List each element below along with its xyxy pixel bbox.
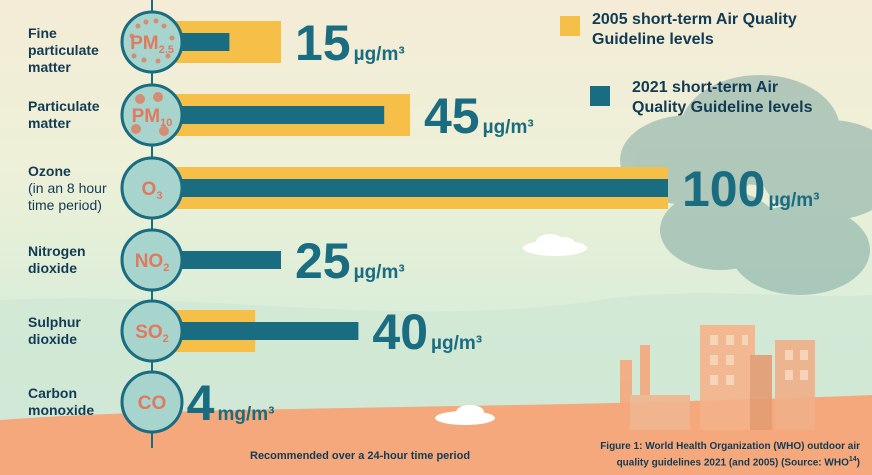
caption-close: ) [856,457,860,468]
legend-label-2021: 2021 short-term Air Quality Guideline le… [632,79,813,116]
category-name-4: Sulphur dioxide [28,314,81,347]
pollutant-circle-0: PM2.5 [120,10,184,74]
factory-buildings [620,325,815,430]
bar-2021-1 [152,106,385,124]
category-name-3: Nitrogen dioxide [28,243,86,276]
value-label-0: 15 µg/m³ [295,15,405,71]
category-name-5: Carbon monoxide [28,385,95,418]
category-label-2: Ozone (in an 8 hour time period) [28,163,128,214]
footer-note: Recommended over a 24-hour time period [250,450,471,462]
pollutant-circle-5: CO [120,370,184,434]
pollutant-symbol-5: CO [138,393,167,414]
caption-text: Figure 1: World Health Organization (WHO… [600,440,860,468]
pollutant-symbol-0: PM2.5 [130,33,174,56]
category-label-1: Particulate matter [28,98,128,132]
category-label-0: Fine particulate matter [28,25,128,76]
pollutant-circle-2: O3 [120,156,184,220]
value-label-5: 4 mg/m³ [187,375,275,431]
pollutant-circle-4: SO2 [120,299,184,363]
legend-label-2005: 2005 short-term Air Quality Guideline le… [592,11,797,48]
value-label-4: 40 µg/m³ [372,304,482,360]
bar-2021-3 [152,251,281,269]
category-name-1: Particulate matter [28,98,100,131]
category-subtitle-2: (in an 8 hour time period) [28,179,107,213]
figure-caption: Figure 1: World Health Organization (WHO… [590,440,860,469]
pollutant-symbol-1: PM10 [132,106,173,129]
caption-ref: 14 [848,455,857,463]
category-label-3: Nitrogen dioxide [28,243,128,277]
pollutant-symbol-2: O3 [142,179,163,202]
pollutant-circle-3: NO2 [120,228,184,292]
bar-2021-2 [152,179,668,197]
white-clouds [435,234,587,425]
category-label-4: Sulphur dioxide [28,314,128,348]
category-name-2: Ozone [28,162,71,179]
value-label-1: 45 µg/m³ [424,88,534,144]
value-label-3: 25 µg/m³ [295,233,405,289]
pollutant-symbol-3: NO2 [135,251,170,274]
bar-2021-4 [152,322,359,340]
pollutant-circle-1: PM10 [120,83,184,147]
category-name-0: Fine particulate matter [28,25,99,75]
pollutant-symbol-4: SO2 [135,322,169,345]
value-label-2: 100 µg/m³ [682,161,820,217]
legend-swatch-2005 [560,16,580,36]
category-label-5: Carbon monoxide [28,385,128,419]
legend-swatch-2021 [590,86,610,106]
